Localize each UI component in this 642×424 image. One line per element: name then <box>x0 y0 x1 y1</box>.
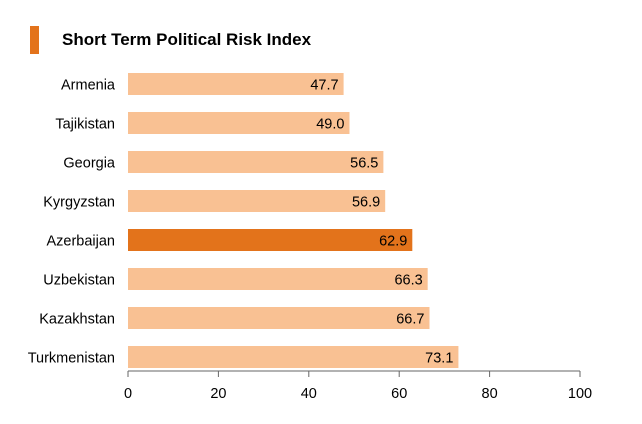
value-label: 56.5 <box>350 156 378 172</box>
x-tick-label: 20 <box>210 386 226 402</box>
x-tick-label: 40 <box>301 386 317 402</box>
bar-kazakhstan <box>128 307 430 329</box>
category-label: Kyrgyzstan <box>43 195 115 211</box>
bar-georgia <box>128 151 384 173</box>
bar-turkmenistan <box>128 346 459 368</box>
value-label: 56.9 <box>352 195 380 211</box>
value-label: 62.9 <box>379 234 407 250</box>
category-label: Uzbekistan <box>43 273 115 289</box>
bar-armenia <box>128 73 344 95</box>
title-accent-bar <box>30 26 39 54</box>
x-tick-label: 0 <box>124 386 132 402</box>
chart-title-block: Short Term Political Risk Index <box>30 26 311 54</box>
x-tick-label: 60 <box>391 386 407 402</box>
x-tick-label: 80 <box>482 386 498 402</box>
value-label: 73.1 <box>425 351 453 367</box>
category-label: Azerbaijan <box>46 234 115 250</box>
category-label: Turkmenistan <box>28 351 115 367</box>
value-label: 49.0 <box>316 117 344 133</box>
category-label: Kazakhstan <box>39 312 115 328</box>
value-label: 47.7 <box>310 78 338 94</box>
value-label: 66.3 <box>394 273 422 289</box>
category-label: Georgia <box>63 156 116 172</box>
chart-title: Short Term Political Risk Index <box>62 30 312 49</box>
bar-azerbaijan <box>128 229 413 251</box>
bar-tajikistan <box>128 112 350 134</box>
category-label: Tajikistan <box>55 117 115 133</box>
category-label: Armenia <box>61 78 116 94</box>
bar-kyrgyzstan <box>128 190 386 212</box>
value-label: 66.7 <box>396 312 424 328</box>
bar-uzbekistan <box>128 268 428 290</box>
x-tick-label: 100 <box>568 386 592 402</box>
